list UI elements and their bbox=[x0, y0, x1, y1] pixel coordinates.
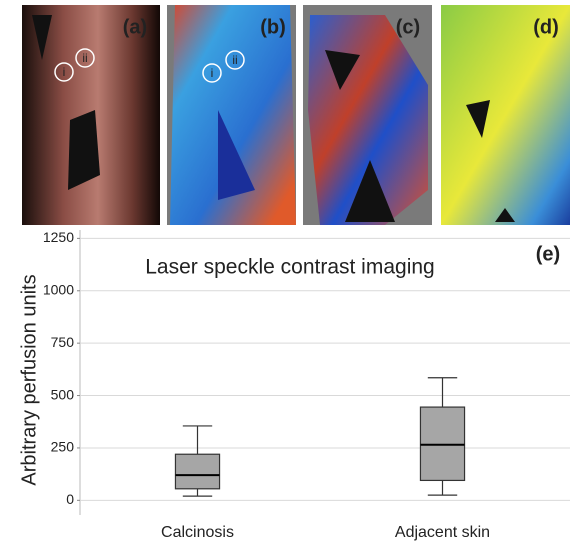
roi-label: i bbox=[211, 66, 214, 80]
panel-label: (b) bbox=[260, 16, 286, 38]
box bbox=[175, 454, 219, 489]
y-tick-label: 250 bbox=[51, 439, 75, 455]
y-tick-label: 1000 bbox=[43, 281, 74, 297]
chart-title: Laser speckle contrast imaging bbox=[145, 256, 434, 279]
panel-label: (d) bbox=[533, 16, 559, 38]
image-panels: (a) i ii (b) i ii (c) (d) bbox=[22, 5, 570, 225]
y-tick-label: 0 bbox=[66, 491, 74, 507]
y-tick-label: 1250 bbox=[43, 229, 74, 245]
roi-label: i bbox=[63, 65, 66, 79]
box bbox=[420, 407, 464, 480]
panel-label: (e) bbox=[536, 243, 560, 265]
x-tick-label: Adjacent skin bbox=[395, 524, 490, 541]
y-axis-label: Arbitrary perfusion units bbox=[18, 274, 40, 485]
figure: (a) i ii (b) i ii (c) (d) Laser speckle … bbox=[0, 0, 572, 545]
roi-label: ii bbox=[82, 51, 87, 65]
x-tick-label: Calcinosis bbox=[161, 524, 234, 541]
y-tick-label: 500 bbox=[51, 386, 75, 402]
panel-label: (a) bbox=[123, 16, 147, 38]
roi-label: ii bbox=[232, 53, 237, 67]
panel-label: (c) bbox=[396, 16, 420, 38]
y-tick-label: 750 bbox=[51, 334, 75, 350]
